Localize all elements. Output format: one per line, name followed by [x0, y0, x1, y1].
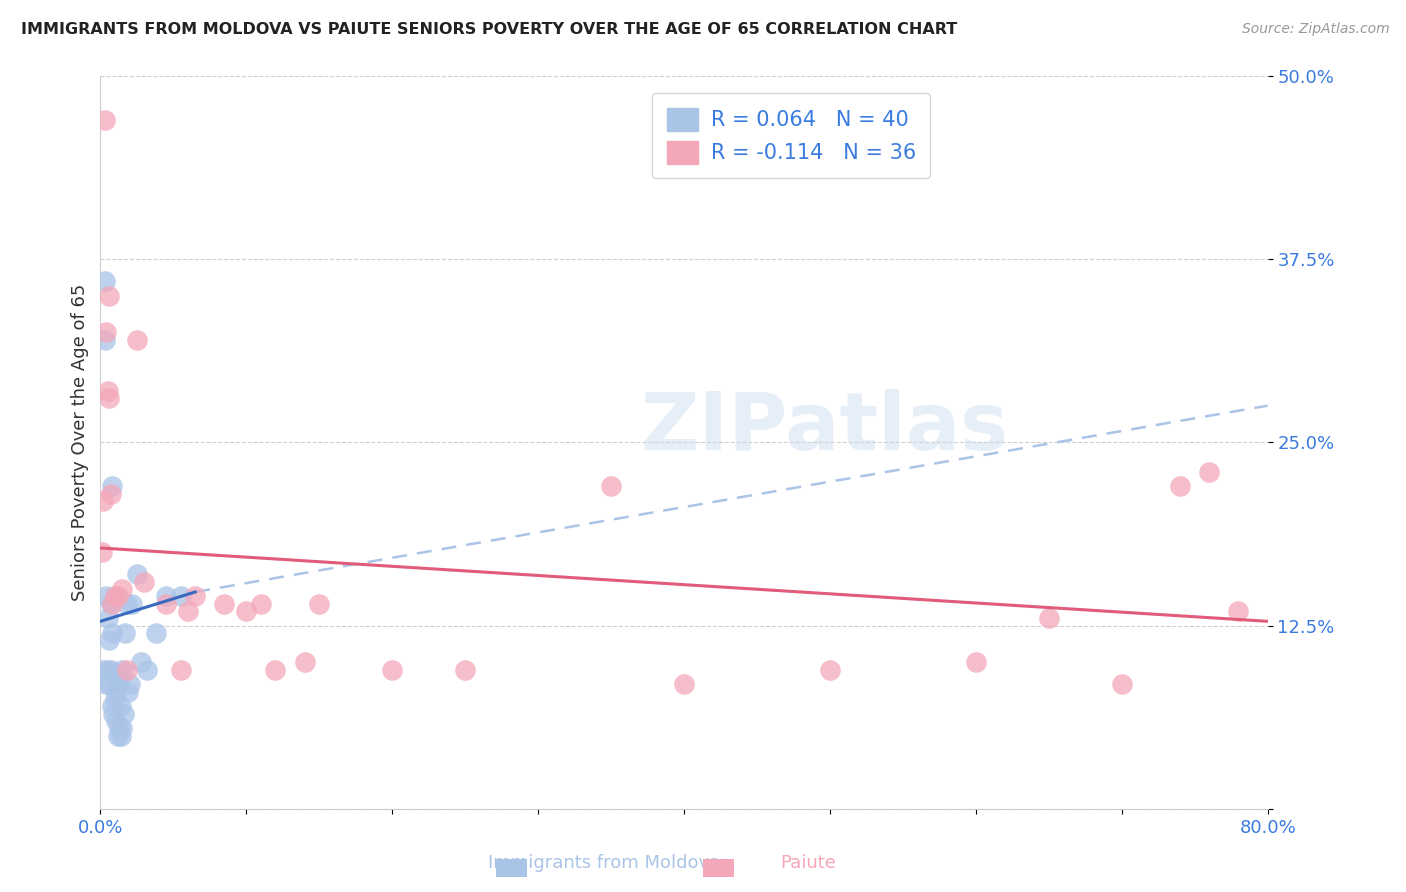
Point [97, 611, 120, 625]
Point [600, 479, 623, 493]
Point [672, 677, 695, 691]
Point [125, 333, 148, 347]
Point [93, 274, 115, 288]
Point [125, 567, 148, 582]
Point [965, 656, 987, 670]
Point [105, 685, 128, 699]
Point [169, 590, 191, 604]
Point [145, 626, 167, 640]
Point [91, 494, 114, 508]
Point [155, 597, 177, 611]
Point [115, 597, 138, 611]
Point [1038, 611, 1060, 625]
Point [294, 656, 316, 670]
Point [91, 663, 114, 677]
Point [101, 699, 124, 714]
Text: Immigrants from Moldova: Immigrants from Moldova [488, 855, 721, 872]
Point [184, 590, 207, 604]
Point [96, 326, 118, 340]
Point [1227, 604, 1250, 618]
Point [93, 112, 115, 127]
Point [104, 590, 127, 604]
Point [97, 663, 120, 677]
Point [105, 714, 128, 728]
Point [818, 663, 841, 677]
Point [214, 597, 236, 611]
Point [134, 574, 156, 589]
Point [100, 597, 122, 611]
Point [110, 699, 132, 714]
Point [104, 692, 127, 706]
Point [110, 729, 132, 743]
Point [111, 582, 134, 596]
Point [98, 677, 121, 691]
Point [136, 663, 159, 677]
Point [108, 677, 131, 691]
Point [118, 677, 141, 691]
Point [100, 486, 122, 500]
Text: Source: ZipAtlas.com: Source: ZipAtlas.com [1241, 22, 1389, 37]
Text: ZIPatlas: ZIPatlas [640, 389, 1008, 467]
Point [264, 663, 287, 677]
Point [104, 590, 127, 604]
Point [103, 706, 125, 721]
Point [381, 663, 404, 677]
Point [169, 663, 191, 677]
Point [107, 670, 129, 684]
Point [115, 663, 138, 677]
Point [1168, 479, 1191, 493]
Point [121, 597, 143, 611]
Point [111, 663, 134, 677]
Point [177, 604, 200, 618]
Point [98, 633, 121, 648]
Y-axis label: Seniors Poverty Over the Age of 65: Seniors Poverty Over the Age of 65 [72, 284, 89, 601]
Point [107, 729, 129, 743]
Point [1198, 465, 1220, 479]
Point [103, 670, 125, 684]
Point [129, 656, 152, 670]
Point [96, 677, 118, 691]
Point [98, 288, 121, 302]
Point [101, 479, 124, 493]
Point [1111, 677, 1133, 691]
Point [235, 604, 257, 618]
Point [93, 333, 115, 347]
Point [96, 590, 118, 604]
Text: IMMIGRANTS FROM MOLDOVA VS PAIUTE SENIORS POVERTY OVER THE AGE OF 65 CORRELATION: IMMIGRANTS FROM MOLDOVA VS PAIUTE SENIOR… [21, 22, 957, 37]
Point [100, 663, 122, 677]
Text: Paiute: Paiute [780, 855, 837, 872]
Point [98, 392, 121, 406]
Legend: R = 0.064   N = 40, R = -0.114   N = 36: R = 0.064 N = 40, R = -0.114 N = 36 [652, 94, 931, 178]
Point [97, 384, 120, 398]
Point [90, 545, 112, 559]
Point [117, 685, 139, 699]
Point [111, 722, 134, 736]
Point [454, 663, 477, 677]
Point [114, 626, 136, 640]
Point [101, 597, 124, 611]
Point [155, 590, 177, 604]
Point [108, 722, 131, 736]
Point [112, 706, 135, 721]
Point [308, 597, 330, 611]
Point [107, 590, 129, 604]
Point [250, 597, 273, 611]
Point [101, 626, 124, 640]
